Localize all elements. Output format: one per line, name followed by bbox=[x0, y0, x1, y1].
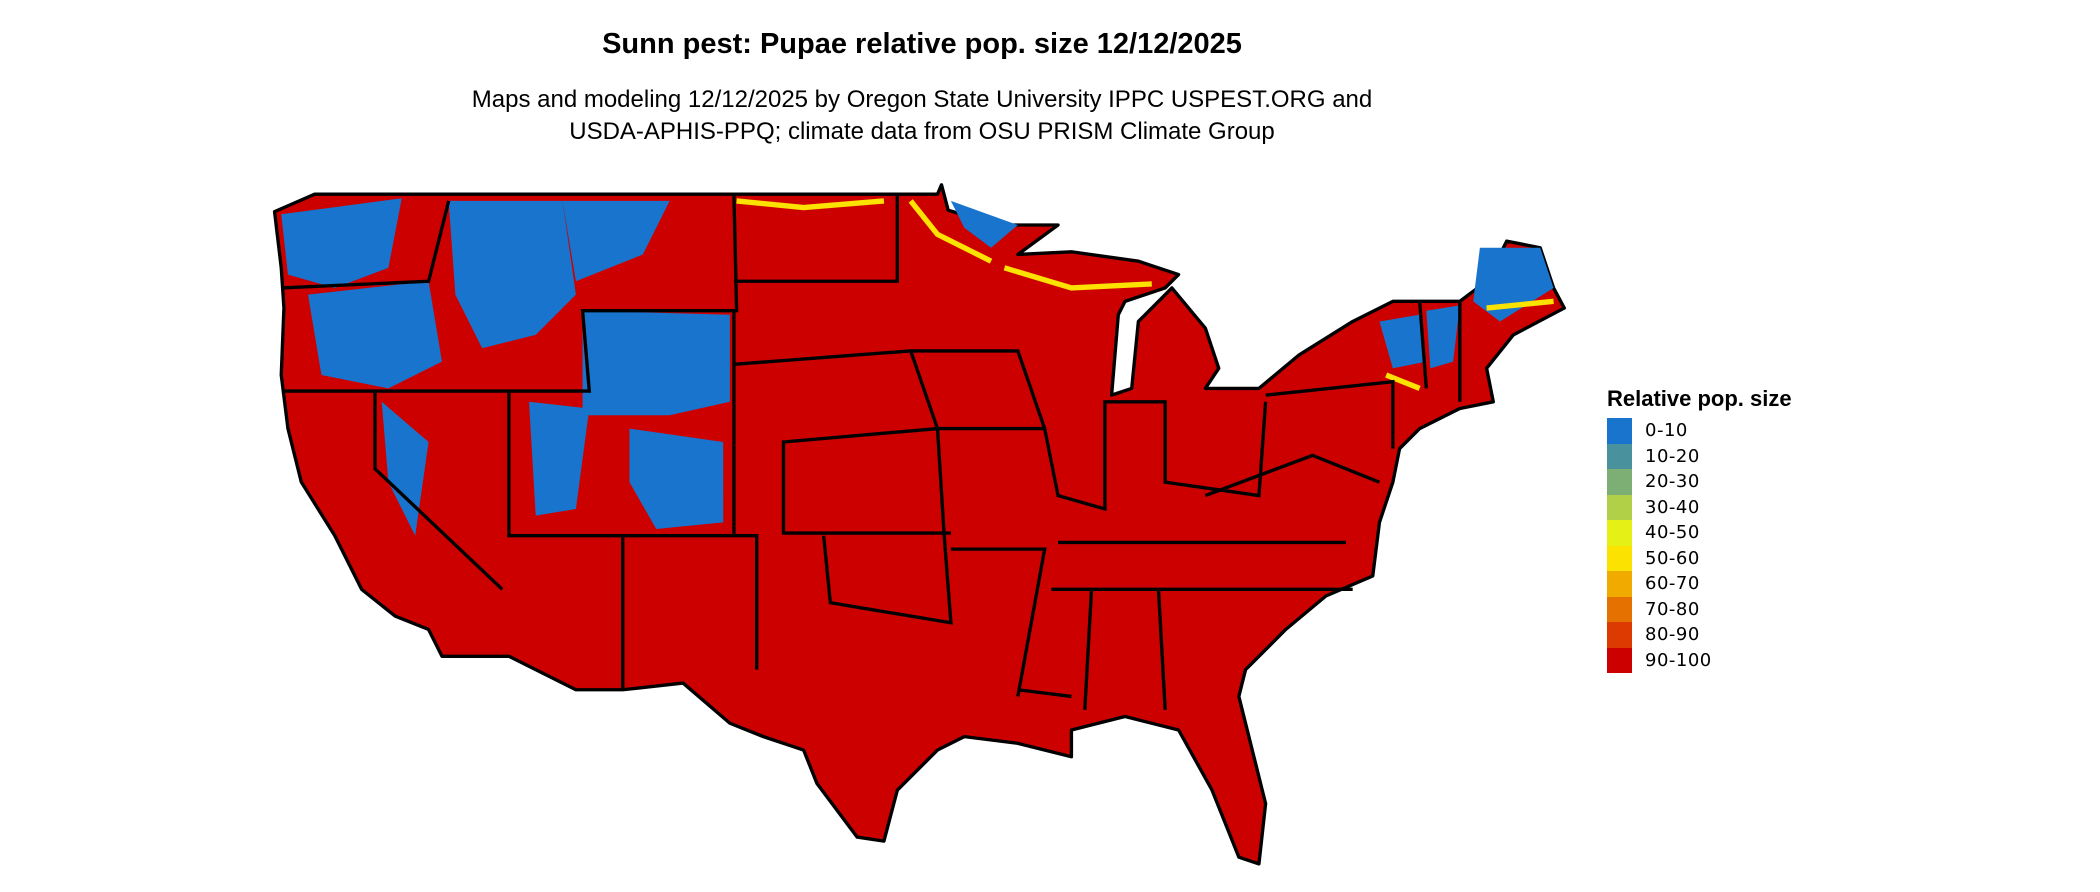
legend-swatch bbox=[1607, 571, 1632, 597]
subtitle-line-1: Maps and modeling 12/12/2025 by Oregon S… bbox=[471, 86, 1373, 113]
legend-swatch bbox=[1607, 647, 1632, 673]
medium-population-edges bbox=[736, 198, 1554, 391]
legend-swatch bbox=[1607, 494, 1632, 520]
legend-item: 30-40 bbox=[1607, 494, 1792, 520]
map-title: Sunn pest: Pupae relative pop. size 12/1… bbox=[602, 28, 1242, 60]
legend-label: 90-100 bbox=[1645, 649, 1712, 671]
legend-swatch bbox=[1607, 545, 1632, 571]
legend-item: 60-70 bbox=[1607, 571, 1792, 597]
legend-item: 50-60 bbox=[1607, 545, 1792, 571]
legend-title: Relative pop. size bbox=[1607, 386, 1792, 411]
legend-item: 20-30 bbox=[1607, 469, 1792, 495]
legend-item: 10-20 bbox=[1607, 443, 1792, 469]
legend-label: 70-80 bbox=[1645, 598, 1700, 620]
legend-swatch bbox=[1607, 443, 1632, 469]
legend-label: 0-10 bbox=[1645, 420, 1688, 442]
legend-item: 0-10 bbox=[1607, 418, 1792, 444]
legend-label: 10-20 bbox=[1645, 445, 1700, 467]
legend-label: 40-50 bbox=[1645, 522, 1700, 544]
legend-label: 60-70 bbox=[1645, 573, 1700, 595]
legend-swatch bbox=[1607, 596, 1632, 622]
legend: Relative pop. size 0-10 10-20 20-30 30-40 40… bbox=[1607, 386, 1792, 673]
state-borders bbox=[281, 194, 1462, 710]
legend-label: 50-60 bbox=[1645, 547, 1700, 569]
legend-items: 0-10 10-20 20-30 30-40 40-50 50-60 60-70 70-80 8… bbox=[1607, 418, 1792, 673]
legend-label: 20-30 bbox=[1645, 471, 1700, 493]
legend-item: 90-100 bbox=[1607, 647, 1792, 673]
legend-swatch bbox=[1607, 520, 1632, 546]
map-subtitle: Maps and modeling 12/12/2025 by Oregon S… bbox=[0, 84, 1844, 148]
legend-label: 30-40 bbox=[1645, 496, 1700, 518]
legend-item: 40-50 bbox=[1607, 520, 1792, 546]
legend-item: 80-90 bbox=[1607, 622, 1792, 648]
legend-item: 70-80 bbox=[1607, 596, 1792, 622]
subtitle-line-2: USDA-APHIS-PPQ; climate data from OSU PR… bbox=[569, 118, 1275, 145]
legend-swatch bbox=[1607, 418, 1632, 444]
legend-label: 80-90 bbox=[1645, 624, 1700, 646]
low-population-regions bbox=[281, 198, 1554, 536]
legend-swatch bbox=[1607, 469, 1632, 495]
legend-swatch bbox=[1607, 622, 1632, 648]
